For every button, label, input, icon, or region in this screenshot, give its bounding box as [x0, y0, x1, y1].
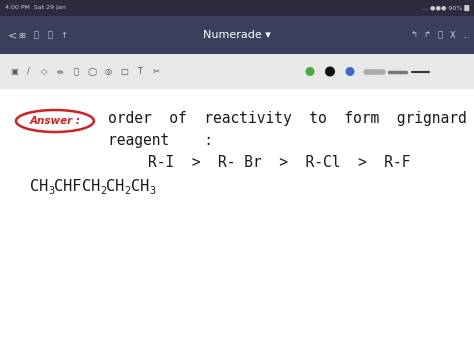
- Text: ⊞: ⊞: [18, 31, 26, 39]
- Text: 2: 2: [125, 186, 131, 196]
- Text: ◇: ◇: [41, 67, 47, 76]
- Text: 4:00 PM  Sat 29 Jan: 4:00 PM Sat 29 Jan: [5, 5, 66, 11]
- Text: Answer :: Answer :: [29, 116, 81, 126]
- Text: <: <: [8, 30, 17, 40]
- FancyBboxPatch shape: [0, 89, 474, 355]
- Text: T: T: [137, 67, 143, 76]
- Text: ↑: ↑: [61, 31, 67, 39]
- Text: /: /: [27, 67, 29, 76]
- Text: CH: CH: [30, 179, 48, 194]
- Ellipse shape: [325, 66, 335, 76]
- Text: ↱: ↱: [423, 31, 430, 39]
- Text: CH: CH: [82, 179, 100, 194]
- Ellipse shape: [346, 67, 355, 76]
- Text: ⎕: ⎕: [438, 31, 443, 39]
- Text: X: X: [450, 31, 456, 39]
- Text: 3: 3: [48, 186, 55, 196]
- Text: ...: ...: [462, 31, 470, 39]
- Text: R-I  >  R- Br  >  R-Cl  >  R-F: R-I > R- Br > R-Cl > R-F: [148, 155, 410, 170]
- Text: reagent    :: reagent :: [108, 133, 213, 148]
- Text: ⛟: ⛟: [73, 67, 79, 76]
- Text: 3: 3: [149, 186, 155, 196]
- Text: CH: CH: [131, 179, 149, 194]
- Text: ✂: ✂: [153, 67, 159, 76]
- FancyBboxPatch shape: [0, 16, 474, 54]
- Text: ↰: ↰: [410, 31, 418, 39]
- Ellipse shape: [16, 110, 94, 132]
- Text: 🔍: 🔍: [34, 31, 38, 39]
- Text: ✏: ✏: [56, 67, 64, 76]
- Text: ⎓: ⎓: [47, 31, 53, 39]
- Text: ... ●●● 90% █: ... ●●● 90% █: [422, 5, 469, 11]
- Text: CH: CH: [106, 179, 125, 194]
- Text: CHF: CHF: [55, 179, 82, 194]
- Text: 2: 2: [100, 186, 106, 196]
- Text: □: □: [120, 67, 128, 76]
- Text: order  of  reactivity  to  form  grignard: order of reactivity to form grignard: [108, 111, 467, 126]
- Ellipse shape: [306, 67, 315, 76]
- Text: ▣: ▣: [10, 67, 18, 76]
- FancyBboxPatch shape: [0, 0, 474, 16]
- FancyBboxPatch shape: [0, 54, 474, 89]
- Text: ◯: ◯: [87, 67, 97, 76]
- Text: Numerade ▾: Numerade ▾: [203, 30, 271, 40]
- Text: ◎: ◎: [104, 67, 111, 76]
